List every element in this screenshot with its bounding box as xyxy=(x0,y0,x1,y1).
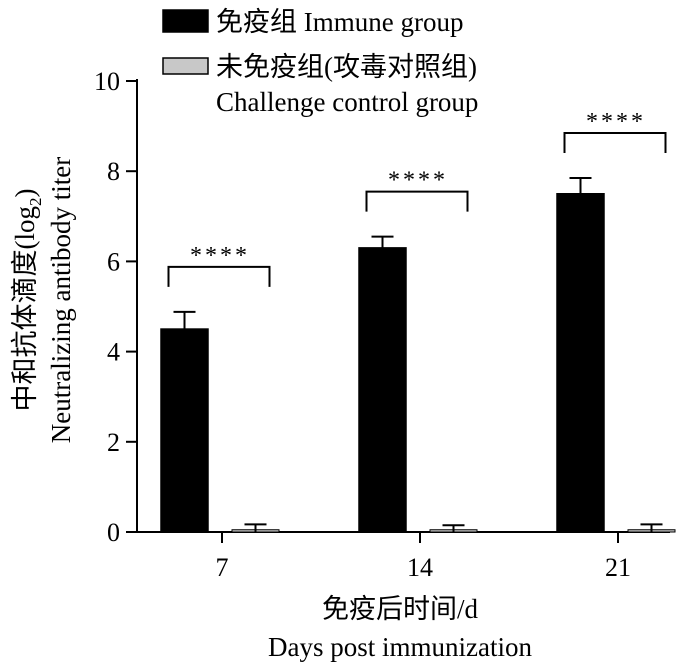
significance-label-day7: **** xyxy=(190,243,250,269)
y-tick-label-0: 0 xyxy=(107,518,120,547)
y-tick-label-8: 8 xyxy=(107,157,120,186)
y-tick-label-2: 2 xyxy=(107,428,120,457)
x-tick-label-7: 7 xyxy=(216,553,229,582)
x-axis-title-line1: 免疫后时间/d xyxy=(322,594,479,624)
legend: 免疫组 Immune group 未免疫组(攻毒对照组) Challenge c… xyxy=(162,7,478,117)
y-axis-title-subscript: 2 xyxy=(26,198,45,207)
significance-label-day21: **** xyxy=(586,109,646,135)
significance-brackets: **** **** **** xyxy=(167,109,667,287)
y-tick-label-6: 6 xyxy=(107,247,120,276)
legend-label-control-line2: Challenge control group xyxy=(216,87,478,117)
legend-swatch-immune xyxy=(162,9,209,33)
y-ticks: 0 2 4 6 8 10 xyxy=(94,67,137,547)
significance-bracket-day14 xyxy=(365,190,469,212)
bars xyxy=(160,176,676,533)
significance-label-day14: **** xyxy=(388,168,448,194)
x-axis-title-line2: Days post immunization xyxy=(268,632,532,662)
legend-label-immune: 免疫组 Immune group xyxy=(216,7,463,37)
bar-series1-day7 xyxy=(160,328,209,533)
significance-bracket-day21 xyxy=(563,131,667,153)
bar-series1-day14 xyxy=(358,247,407,533)
x-tick-label-21: 21 xyxy=(605,553,631,582)
x-ticks: 7 14 21 xyxy=(216,532,631,582)
y-tick-label-10: 10 xyxy=(94,67,120,96)
bar-series1-day21 xyxy=(556,193,605,533)
significance-bracket-day7 xyxy=(167,265,271,287)
y-axis-title-close: ) xyxy=(10,189,40,198)
legend-label-control-line1: 未免疫组(攻毒对照组) xyxy=(216,52,477,82)
y-axis-title-line2: Neutralizing antibody titer xyxy=(46,157,76,443)
y-tick-label-4: 4 xyxy=(107,338,120,367)
y-axis-title-main: 中和抗体滴度(log xyxy=(10,206,40,412)
x-tick-label-14: 14 xyxy=(407,553,433,582)
legend-swatch-control xyxy=(162,57,209,75)
y-axis-title-line1: 中和抗体滴度(log2) xyxy=(10,189,45,412)
